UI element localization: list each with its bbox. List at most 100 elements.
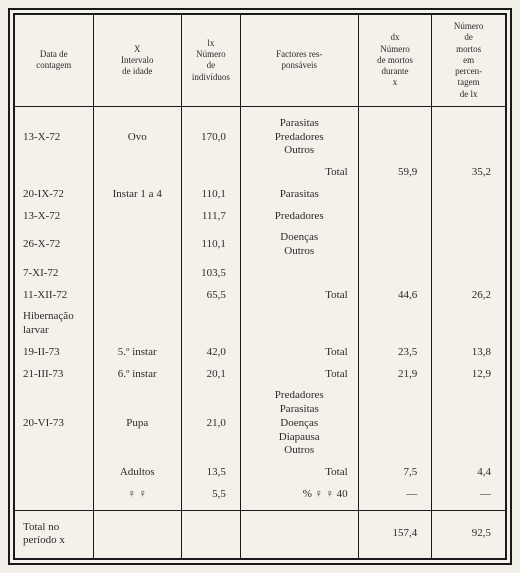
cell-dx [358,184,432,206]
cell-dx: 59,9 [358,162,432,184]
table-row: 20-IX-72Instar 1 a 4110,1Parasitas [15,184,506,206]
cell-date: 26-X-72 [15,227,94,263]
table-row: 21-III-736.º instar20,1Total21,912,9 [15,364,506,386]
cell-lx: 103,5 [181,263,240,285]
cell-dx [358,106,432,162]
cell-factors [240,263,358,285]
table-row: 13-X-72Ovo170,0Parasitas Predadores Outr… [15,106,506,162]
cell-factors [240,306,358,342]
cell-pct: 12,9 [432,364,506,386]
cell-date: Hibernação larvar [15,306,94,342]
cell-interval [93,306,181,342]
footer-empty [93,510,181,559]
cell-lx [181,306,240,342]
table-row: 7-XI-72 103,5 [15,263,506,285]
cell-dx: 21,9 [358,364,432,386]
table-row: 19-II-735.º instar42,0Total23,513,8 [15,342,506,364]
col-interval: X Intervalo de idade [93,15,181,107]
col-pct: Número de mortos em percen- tagem de lx [432,15,506,107]
cell-factors: % ♀ ♀ 40 [240,484,358,510]
cell-factors: Total [240,462,358,484]
cell-lx: 111,7 [181,206,240,228]
cell-date: 13-X-72 [15,206,94,228]
cell-interval [93,285,181,307]
cell-date: 20-VI-73 [15,385,94,462]
cell-lx: 20,1 [181,364,240,386]
life-table: Data de contagem X Intervalo de idade lx… [14,14,506,559]
cell-date: 11-XII-72 [15,285,94,307]
cell-interval [93,206,181,228]
cell-lx: 5,5 [181,484,240,510]
footer-empty [240,510,358,559]
cell-interval: 6.º instar [93,364,181,386]
cell-interval: 5.º instar [93,342,181,364]
cell-date [15,462,94,484]
col-date: Data de contagem [15,15,94,107]
cell-dx [358,385,432,462]
cell-pct [432,206,506,228]
cell-pct [432,385,506,462]
cell-date [15,484,94,510]
cell-pct: 35,2 [432,162,506,184]
cell-interval: Pupa [93,385,181,462]
cell-dx [358,306,432,342]
cell-date: 21-III-73 [15,364,94,386]
cell-dx [358,263,432,285]
cell-lx: 13,5 [181,462,240,484]
cell-dx: 23,5 [358,342,432,364]
cell-lx: 21,0 [181,385,240,462]
cell-factors: Total [240,285,358,307]
table-row: 26-X-72110,1Doenças Outros [15,227,506,263]
cell-interval [93,227,181,263]
cell-interval: ♀ ♀ [93,484,181,510]
cell-date: 20-IX-72 [15,184,94,206]
footer-label: Total no período x [15,510,94,559]
cell-pct [432,306,506,342]
cell-dx: — [358,484,432,510]
table-row: ♀ ♀5,5% ♀ ♀ 40—— [15,484,506,510]
cell-factors: Total [240,364,358,386]
cell-pct [432,106,506,162]
cell-interval [93,263,181,285]
col-factors: Factores res- ponsáveis [240,15,358,107]
cell-lx: 42,0 [181,342,240,364]
table-row: Hibernação larvar [15,306,506,342]
cell-lx [181,162,240,184]
cell-factors: Parasitas Predadores Outros [240,106,358,162]
cell-date: 13-X-72 [15,106,94,162]
cell-factors: Total [240,342,358,364]
cell-factors: Parasitas [240,184,358,206]
cell-interval: Instar 1 a 4 [93,184,181,206]
table-row: Total59,935,2 [15,162,506,184]
cell-lx: 110,1 [181,184,240,206]
cell-dx: 44,6 [358,285,432,307]
cell-interval: Ovo [93,106,181,162]
table-row: 13-X-72 111,7Predadores [15,206,506,228]
cell-date: 7-XI-72 [15,263,94,285]
cell-pct: 4,4 [432,462,506,484]
col-dx: dx Número de mortos durante x [358,15,432,107]
footer-row: Total no período x157,492,5 [15,510,506,559]
cell-dx [358,227,432,263]
table-row: 20-VI-73Pupa21,0Predadores Parasitas Doe… [15,385,506,462]
cell-factors: Predadores [240,206,358,228]
cell-pct: 13,8 [432,342,506,364]
cell-pct: — [432,484,506,510]
col-lx: lx Número de indivíduos [181,15,240,107]
cell-lx: 65,5 [181,285,240,307]
cell-lx: 110,1 [181,227,240,263]
cell-factors: Total [240,162,358,184]
cell-pct: 26,2 [432,285,506,307]
cell-interval: Adultos [93,462,181,484]
table-row: Adultos13,5Total7,54,4 [15,462,506,484]
footer-pct: 92,5 [432,510,506,559]
cell-date: 19-II-73 [15,342,94,364]
cell-pct [432,227,506,263]
cell-date [15,162,94,184]
cell-lx: 170,0 [181,106,240,162]
cell-pct [432,263,506,285]
cell-dx [358,206,432,228]
table-row: 11-XII-72 65,5Total44,626,2 [15,285,506,307]
cell-pct [432,184,506,206]
cell-factors: Predadores Parasitas Doenças Diapausa Ou… [240,385,358,462]
